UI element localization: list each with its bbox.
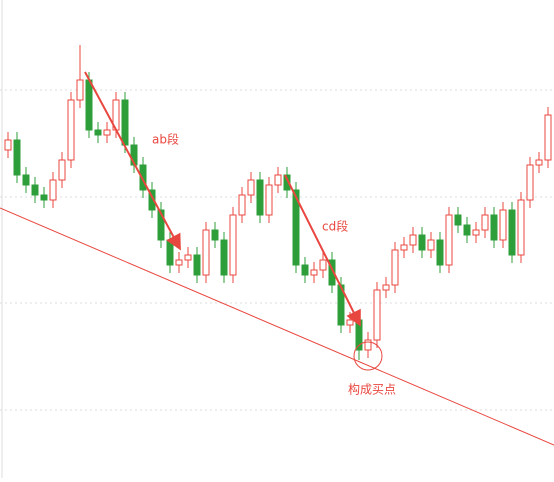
candle-body [4, 139, 12, 151]
candle-body [265, 184, 273, 216]
cd-arrow [284, 174, 361, 327]
candle-body [238, 194, 246, 216]
candle-body [157, 209, 165, 241]
candle-body [301, 264, 309, 276]
candle-body [373, 289, 381, 341]
candle-body [382, 284, 390, 291]
candle-body [292, 189, 300, 266]
candle-body [418, 234, 426, 251]
candle-body [346, 319, 354, 326]
candle-body [490, 214, 498, 241]
candle-body [40, 194, 48, 201]
candle-body [445, 214, 453, 266]
candle-body [184, 254, 192, 261]
candle-body [328, 259, 336, 286]
candle-body [202, 229, 210, 276]
candle-body [274, 174, 282, 186]
candle-body [175, 259, 183, 266]
ab-arrow [84, 71, 181, 251]
candle-body [58, 159, 66, 181]
candle-body [103, 129, 111, 136]
candle-body [13, 139, 21, 176]
candle-body [256, 179, 264, 216]
candle-body [526, 164, 534, 201]
candle-body [481, 214, 489, 231]
candle-body [49, 179, 57, 201]
candle-body [463, 224, 471, 236]
candle-body [247, 179, 255, 196]
candle-body [319, 259, 327, 271]
candle-body [391, 249, 399, 286]
buy-circle [353, 341, 383, 371]
candle-body [85, 79, 93, 131]
candle-body [364, 339, 372, 351]
candle-body [121, 99, 129, 146]
candle-body [148, 189, 156, 211]
annotation: 构成买点 [348, 382, 396, 397]
candle-body [454, 214, 462, 226]
candle-body [229, 214, 237, 276]
candle-body [139, 164, 147, 191]
candle-body [409, 234, 417, 246]
candle-body [544, 114, 552, 161]
candle-body [211, 229, 219, 241]
candle-body [499, 209, 507, 241]
trend-line [0, 207, 554, 446]
candle-body [310, 269, 318, 276]
annotation: cd段 [322, 219, 348, 234]
candles [4, 45, 552, 360]
grid [0, 89, 554, 411]
candle-body [31, 184, 39, 196]
candle-body [76, 79, 84, 101]
candle-body [220, 239, 228, 276]
candle-body [517, 199, 525, 256]
candle-body [427, 239, 435, 251]
candle-body [400, 244, 408, 251]
candle-body [94, 129, 102, 136]
candle-body [166, 239, 174, 266]
candle-body [436, 239, 444, 266]
candle-body [535, 159, 543, 166]
candle-body [508, 209, 516, 256]
annotation: ab段 [152, 132, 179, 147]
candle-body [22, 174, 30, 186]
candle-body [67, 99, 75, 161]
candle-body [472, 229, 480, 236]
candle-body [283, 174, 291, 191]
candle-body [193, 254, 201, 276]
